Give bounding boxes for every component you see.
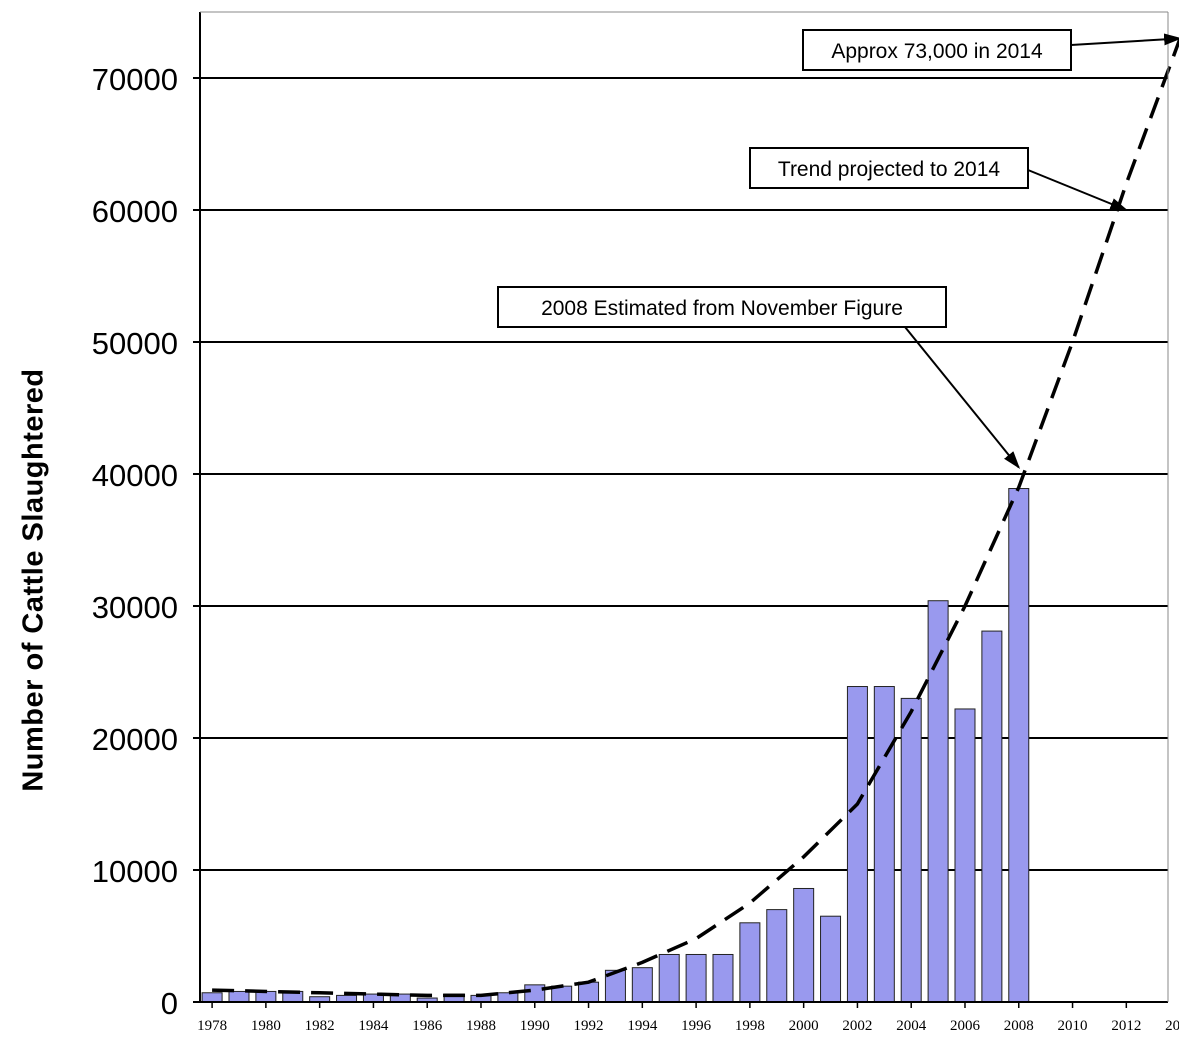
- bars: [201, 488, 1030, 1003]
- x-tick-labels: 1978 1980 1982 1984 1986 1988 1990 1992 1994 1996…: [197, 1002, 1179, 1034]
- bar: [578, 981, 600, 1003]
- annotation-box: [749, 147, 1029, 189]
- annotations: Approx 73,000 in 2014 Trend projected to …: [497, 29, 1179, 469]
- x-tick-label: 2004: [896, 1018, 927, 1034]
- x-tick-label: 2008: [1004, 1018, 1034, 1034]
- x-tick-label: 1978: [197, 1018, 227, 1034]
- bar: [631, 967, 653, 1003]
- y-tick-label: 0: [161, 986, 178, 1021]
- annotation-arrow: [1027, 169, 1129, 211]
- gridlines: [200, 77, 1168, 871]
- bar: [497, 992, 519, 1003]
- x-tick-label: 1980: [251, 1018, 281, 1034]
- bar: [981, 630, 1003, 1003]
- x-tick-label: 1984: [358, 1018, 389, 1034]
- y-tick-label: 30000: [92, 590, 178, 625]
- x-tick-label: 1998: [735, 1018, 765, 1034]
- bar: [793, 887, 815, 1003]
- annotation-text: Trend projected to 2014: [778, 158, 1001, 181]
- x-tick-label: 1990: [520, 1018, 550, 1034]
- bar: [201, 992, 223, 1003]
- y-tick-label: 50000: [92, 326, 178, 361]
- x-tick-label: 2002: [842, 1018, 872, 1034]
- annotation-arrow: [1070, 33, 1179, 46]
- bar: [228, 990, 250, 1003]
- y-tick-label: 20000: [92, 722, 178, 757]
- bar: [712, 953, 734, 1003]
- bar: [900, 697, 922, 1003]
- trend-line: [212, 37, 1179, 998]
- bar: [1008, 488, 1030, 1003]
- annotation-text: 2008 Estimated from November Figure: [541, 297, 903, 320]
- x-tick-label: 1986: [412, 1018, 443, 1034]
- y-axis-label: Number of Cattle Slaughtered: [17, 368, 50, 792]
- annotation-box: [802, 29, 1072, 71]
- x-tick-label: 2014: [1165, 1018, 1179, 1034]
- bar: [954, 708, 976, 1003]
- y-axis-label-wrap: Number of Cattle Slaughtered: [12, 300, 56, 860]
- trend-line-group: [212, 37, 1179, 998]
- annotation-box: [497, 286, 947, 328]
- y-tick-label: 60000: [92, 194, 178, 229]
- x-tick-label: 2012: [1111, 1018, 1141, 1034]
- x-tick-label: 1992: [574, 1018, 604, 1034]
- bar: [766, 909, 788, 1003]
- x-tick-label: 2006: [950, 1018, 981, 1034]
- annotation-arrow: [904, 326, 1021, 469]
- x-tick-label: 2000: [789, 1018, 819, 1034]
- x-tick-label: 2010: [1058, 1018, 1088, 1034]
- bar: [846, 686, 868, 1003]
- x-tick-label: 1982: [305, 1018, 335, 1034]
- y-tick-labels: 0 10000 20000 30000 40000 50000 60000 70000: [92, 62, 200, 1021]
- bar: [685, 953, 707, 1003]
- y-tick-label: 40000: [92, 458, 178, 493]
- bar: [820, 915, 842, 1003]
- bar: [658, 953, 680, 1003]
- x-tick-label: 1994: [627, 1018, 658, 1034]
- axes: [199, 11, 1169, 1003]
- annotation-text: Approx 73,000 in 2014: [831, 40, 1043, 63]
- y-tick-label: 10000: [92, 854, 178, 889]
- x-tick-label: 1988: [466, 1018, 496, 1034]
- y-tick-label: 70000: [92, 62, 178, 97]
- bar: [739, 922, 761, 1003]
- x-tick-label: 1996: [681, 1018, 712, 1034]
- bar: [873, 686, 895, 1003]
